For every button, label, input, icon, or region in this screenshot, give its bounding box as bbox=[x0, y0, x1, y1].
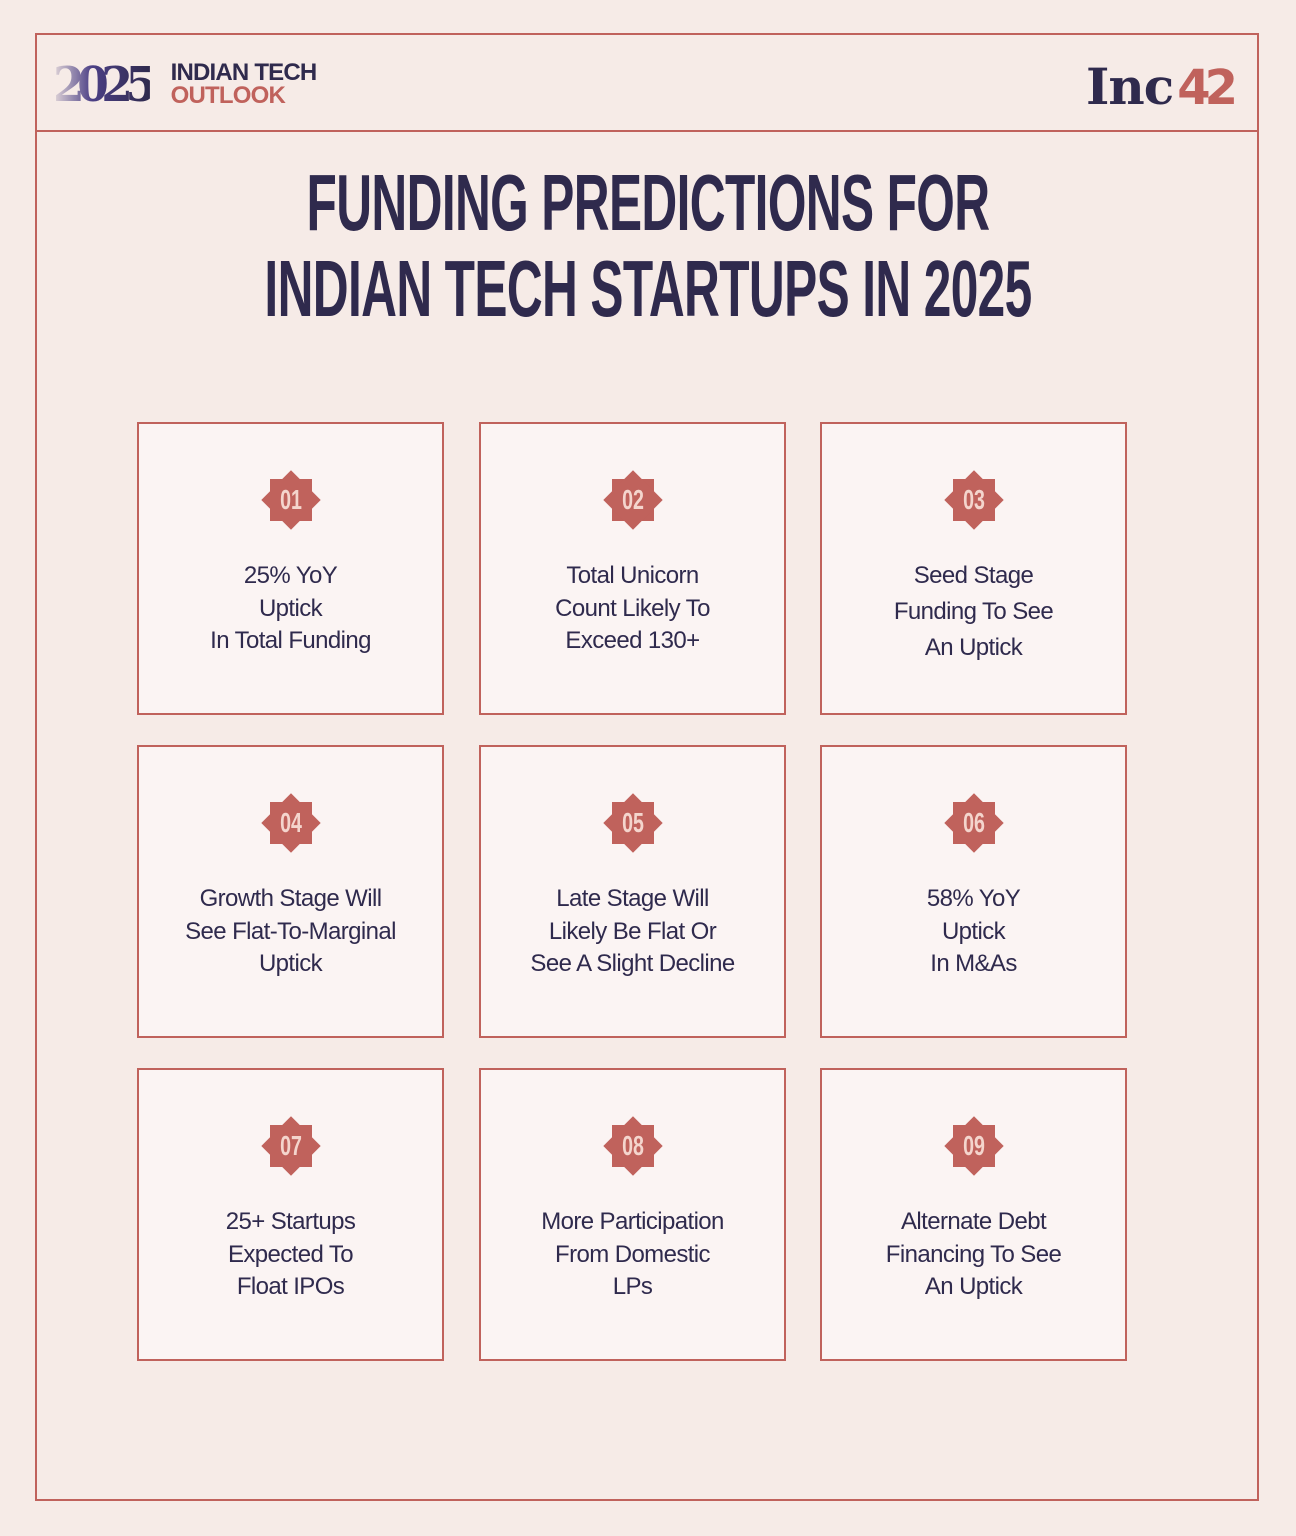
prediction-text-line: Alternate Debt bbox=[900, 1208, 1047, 1235]
prediction-text-line: In M&As bbox=[930, 950, 1017, 977]
prediction-text-line: See Flat-To-Marginal bbox=[185, 917, 396, 945]
prediction-card-07: 07 25+ Startups Expected To Float IPOs bbox=[137, 1068, 444, 1361]
eight-point-star-icon bbox=[602, 470, 663, 530]
prediction-number: 08 bbox=[621, 1130, 644, 1161]
prediction-number: 05 bbox=[621, 807, 644, 838]
eight-point-star-icon bbox=[602, 1116, 663, 1176]
prediction-number-badge: 03 bbox=[938, 464, 1010, 536]
prediction-text-line: LPs bbox=[612, 1273, 653, 1300]
prediction-number: 07 bbox=[279, 1130, 302, 1161]
prediction-card-06: 06 58% YoY Uptick In M&As bbox=[820, 745, 1127, 1038]
prediction-text-line: Growth Stage Will bbox=[199, 885, 382, 912]
prediction-text-line: Funding To See bbox=[893, 598, 1054, 625]
eight-point-star-icon bbox=[943, 1116, 1004, 1176]
prediction-number-badge: 09 bbox=[938, 1110, 1010, 1182]
prediction-card-05: 05 Late Stage Will Likely Be Flat Or See A… bbox=[479, 745, 786, 1038]
brand-line2: OUTLOOK bbox=[170, 82, 286, 109]
infographic-frame: 2025 INDIAN TECH OUTLOOK Inc 42 bbox=[35, 33, 1259, 1501]
prediction-number-badge: 08 bbox=[597, 1110, 669, 1182]
prediction-text-line: 58% YoY bbox=[926, 885, 1021, 912]
prediction-number-badge: 05 bbox=[597, 787, 669, 859]
prediction-text: 58% YoY Uptick In M&As bbox=[822, 883, 1125, 981]
brand-text: INDIAN TECH OUTLOOK bbox=[170, 59, 318, 109]
prediction-card-08: 08 More Participation From Domestic LPs bbox=[479, 1068, 786, 1361]
prediction-text-line: Uptick bbox=[258, 950, 323, 977]
prediction-number-badge: 01 bbox=[255, 464, 327, 536]
prediction-card-02: 02 Total Unicorn Count Likely To Exceed 13… bbox=[479, 422, 786, 715]
prediction-text-line: In Total Funding bbox=[210, 627, 371, 654]
prediction-text: Total Unicorn Count Likely To Exceed 130+ bbox=[481, 560, 784, 658]
prediction-text: Late Stage Will Likely Be Flat Or See A Sl… bbox=[481, 883, 784, 981]
prediction-text-line: Float IPOs bbox=[236, 1273, 345, 1300]
eight-point-star-icon bbox=[260, 793, 321, 853]
prediction-text-line: 25% YoY bbox=[243, 562, 338, 589]
prediction-text: 25+ Startups Expected To Float IPOs bbox=[139, 1206, 442, 1304]
inc42-logo-word: Inc bbox=[1086, 57, 1174, 116]
prediction-text-line: Late Stage Will bbox=[556, 885, 709, 912]
inc42-logo-number: 42 bbox=[1177, 60, 1238, 116]
prediction-text: Alternate Debt Financing To See An Uptick bbox=[822, 1206, 1125, 1304]
eight-point-star-icon bbox=[260, 1116, 321, 1176]
prediction-card-09: 09 Alternate Debt Financing To See An Upti… bbox=[820, 1068, 1127, 1361]
prediction-text-line: Uptick bbox=[258, 594, 323, 622]
prediction-text-line: Likely Be Flat Or bbox=[548, 917, 717, 945]
prediction-text: Seed Stage Funding To See An Uptick bbox=[822, 558, 1125, 666]
prediction-text-line: An Uptick bbox=[924, 634, 1023, 661]
prediction-text-line: From Domestic bbox=[555, 1240, 710, 1268]
title-line-1: FUNDING PREDICTIONS FOR bbox=[306, 158, 991, 247]
prediction-number: 02 bbox=[621, 484, 644, 515]
prediction-number: 09 bbox=[962, 1130, 985, 1161]
prediction-text-line: More Participation bbox=[541, 1208, 724, 1235]
prediction-text-line: An Uptick bbox=[924, 1273, 1023, 1300]
eight-point-star-icon bbox=[943, 793, 1004, 853]
prediction-text-line: 25+ Startups bbox=[225, 1208, 356, 1235]
prediction-text-line: Count Likely To bbox=[555, 594, 710, 622]
prediction-number-badge: 02 bbox=[597, 464, 669, 536]
page-title: FUNDING PREDICTIONS FOR INDIAN TECH STAR… bbox=[0, 160, 1296, 332]
prediction-number-badge: 06 bbox=[938, 787, 1010, 859]
prediction-card-03: 03 Seed Stage Funding To See An Uptick bbox=[820, 422, 1127, 715]
eight-point-star-icon bbox=[260, 470, 321, 530]
brand-year: 2025 bbox=[53, 57, 157, 113]
prediction-number: 04 bbox=[279, 807, 302, 838]
prediction-text-line: Expected To bbox=[227, 1240, 354, 1268]
prediction-text-line: Total Unicorn bbox=[566, 562, 699, 589]
outlook-brand-logo: 2025 INDIAN TECH OUTLOOK bbox=[53, 57, 318, 113]
prediction-number-badge: 07 bbox=[255, 1110, 327, 1182]
prediction-number: 06 bbox=[962, 807, 985, 838]
prediction-text-line: Uptick bbox=[941, 917, 1006, 945]
title-line-2: INDIAN TECH STARTUPS IN 2025 bbox=[264, 244, 1032, 333]
prediction-text: Growth Stage Will See Flat-To-Marginal Upt… bbox=[139, 883, 442, 981]
prediction-number: 01 bbox=[279, 484, 302, 515]
prediction-card-01: 01 25% YoY Uptick In Total Funding bbox=[137, 422, 444, 715]
prediction-number-badge: 04 bbox=[255, 787, 327, 859]
header-bar: 2025 INDIAN TECH OUTLOOK Inc 42 bbox=[37, 35, 1257, 132]
eight-point-star-icon bbox=[943, 470, 1004, 530]
prediction-text-line: Financing To See bbox=[885, 1240, 1062, 1268]
brand-line1: INDIAN TECH bbox=[170, 59, 318, 87]
prediction-text: 25% YoY Uptick In Total Funding bbox=[139, 560, 442, 658]
prediction-text-line: Exceed 130+ bbox=[565, 627, 700, 654]
prediction-text: More Participation From Domestic LPs bbox=[481, 1206, 784, 1304]
inc42-logo: Inc 42 bbox=[1086, 57, 1238, 116]
prediction-text-line: Seed Stage bbox=[913, 562, 1034, 589]
prediction-card-04: 04 Growth Stage Will See Flat-To-Marginal… bbox=[137, 745, 444, 1038]
eight-point-star-icon bbox=[602, 793, 663, 853]
prediction-number: 03 bbox=[962, 484, 985, 515]
prediction-text-line: See A Slight Decline bbox=[530, 950, 735, 977]
